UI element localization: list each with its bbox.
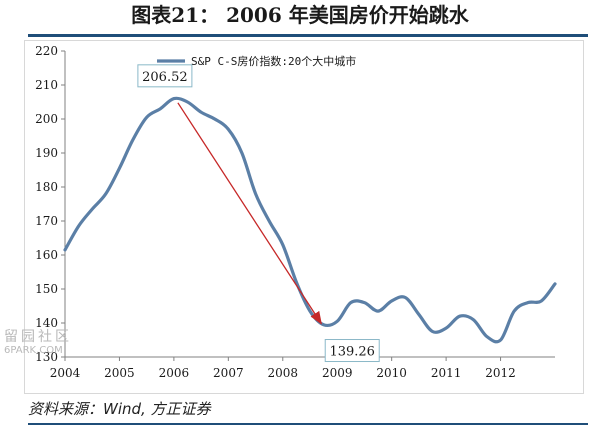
callout-label: 206.52 [142, 70, 188, 85]
y-tick-label: 130 [35, 350, 58, 364]
y-tick-label: 200 [35, 112, 58, 126]
figure-title: 图表21： 2006 年美国房价开始跳水 [131, 3, 469, 27]
callout-box [324, 339, 380, 363]
x-tick-label: 2008 [268, 366, 299, 380]
callout-label: 139.26 [329, 345, 375, 360]
y-tick-label: 220 [35, 44, 58, 58]
callout-box [137, 64, 193, 88]
x-tick-label: 2011 [431, 366, 462, 380]
x-tick-label: 2012 [485, 366, 516, 380]
decline-arrow [177, 102, 322, 325]
y-tick-label: 210 [35, 78, 58, 92]
x-tick-label: 2004 [50, 366, 81, 380]
y-tick-label: 140 [35, 316, 58, 330]
legend-label: S&P C-S房价指数:20个大中城市 [191, 54, 356, 68]
x-tick-label: 2005 [104, 366, 135, 380]
y-tick-label: 150 [35, 282, 58, 296]
watermark-en: 6PARK.COM [4, 345, 63, 357]
x-tick-label: 2006 [159, 366, 190, 380]
y-tick-label: 160 [35, 248, 58, 262]
chart-frame: 130 140 150 160 170 180 190 200 210 220 2004 2005 2… [24, 40, 584, 394]
line-chart: 130 140 150 160 170 180 190 200 210 220 2004 2005 2… [35, 44, 557, 380]
watermark-cn: 留园社区 [4, 329, 72, 345]
source-note: 资料来源：Wind, 方正证券 [28, 400, 211, 418]
y-tick-label: 180 [35, 180, 58, 194]
x-tick-label: 2009 [322, 366, 353, 380]
title-rule [28, 34, 588, 37]
y-tick-label: 170 [35, 214, 58, 228]
x-tick-label: 2007 [213, 366, 244, 380]
series-line-cs20 [63, 96, 557, 344]
x-tick-label: 2010 [376, 366, 407, 380]
source-rule [28, 423, 588, 425]
legend: S&P C-S房价指数:20个大中城市 [157, 54, 356, 68]
watermark: 留园社区 6PARK.COM [4, 329, 108, 357]
y-tick-label: 190 [35, 146, 58, 160]
